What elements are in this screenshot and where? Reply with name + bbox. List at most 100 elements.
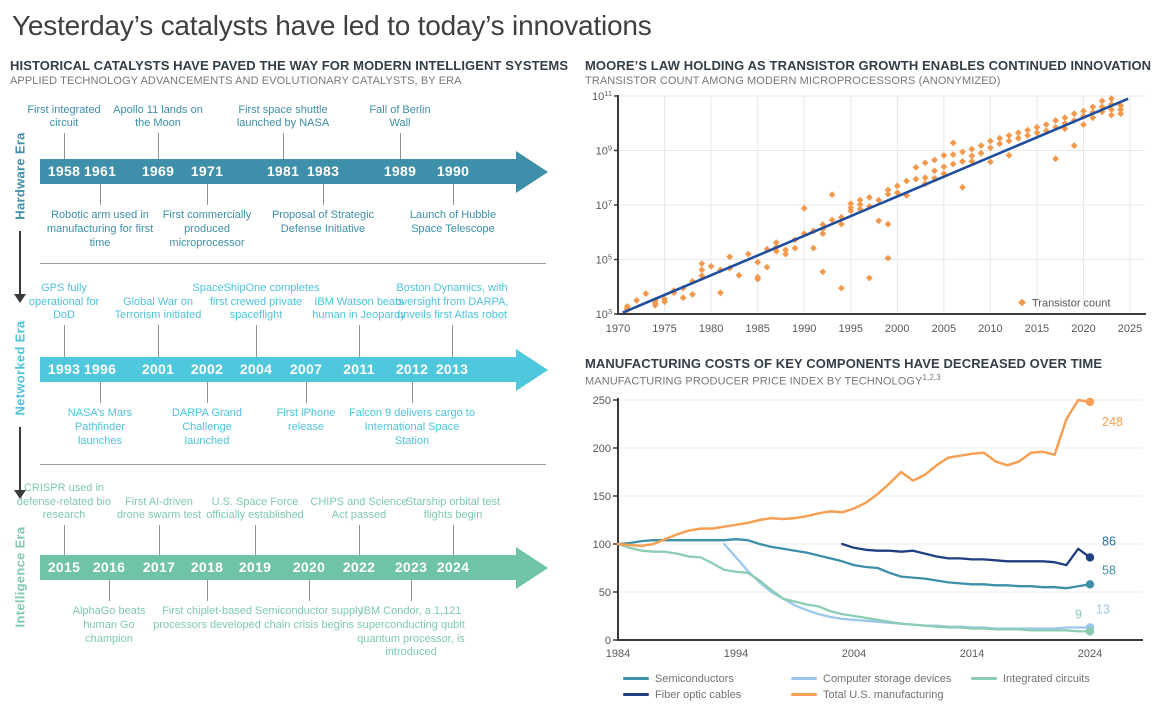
- connector-line: [283, 133, 284, 159]
- scatter-chart-subheading: TRANSISTOR COUNT AMONG MODERN MICROPROCE…: [585, 75, 1001, 87]
- timeline-year: 2004: [239, 361, 273, 377]
- connector-line: [64, 525, 65, 555]
- series-line: [616, 542, 1092, 633]
- connector-line: [412, 382, 413, 403]
- timeline-panel: HISTORICAL CATALYSTS HAVE PAVED THE WAY …: [10, 54, 570, 711]
- timeline-event: First chiplet-based processors developed: [153, 605, 261, 631]
- connector-line: [309, 580, 310, 601]
- timeline-event: Fall of Berlin Wall: [369, 103, 431, 130]
- connector-line: [64, 133, 65, 159]
- series-end-dot: [1085, 626, 1095, 636]
- trend-line: [622, 97, 1129, 314]
- timeline-event: IBM Watson beats human in Jeopardy: [312, 295, 406, 322]
- ppi-chart-block: MANUFACTURING COSTS OF KEY COMPONENTS HA…: [585, 356, 1155, 701]
- legend-swatch-icon: [791, 677, 817, 681]
- y-tick-label: 105: [596, 253, 612, 267]
- connector-line: [207, 580, 208, 601]
- timeline-year: 2022: [342, 559, 376, 575]
- timeline-event: Proposal of Strategic Defense Initiative: [271, 209, 375, 235]
- y-tick-label: 103: [596, 307, 612, 321]
- x-tick-label: 2014: [960, 648, 984, 660]
- down-arrow-icon: [19, 427, 21, 491]
- legend-swatch-icon: [971, 677, 997, 681]
- timeline-year: 2023: [394, 559, 428, 575]
- timeline-year: 2024: [436, 559, 470, 575]
- connector-line: [207, 184, 208, 205]
- page-title: Yesterday’s catalysts have led to today’…: [12, 10, 652, 41]
- series-end-label: 86: [1102, 534, 1116, 548]
- y-tick-label: 109: [596, 144, 612, 158]
- timeline-event: U.S. Space Force officially established: [206, 495, 304, 522]
- timeline-event: First space shuttle launched by NASA: [236, 103, 330, 130]
- connector-line: [158, 133, 159, 159]
- series-end-dot: [1085, 579, 1095, 589]
- timeline-year: 1990: [436, 163, 470, 179]
- line-chart-heading: MANUFACTURING COSTS OF KEY COMPONENTS HA…: [585, 356, 1103, 371]
- timeline-arrow: [40, 159, 516, 184]
- connector-line: [64, 325, 65, 357]
- legend-label: Semiconductors: [655, 672, 734, 685]
- connector-line: [256, 325, 257, 357]
- y-tick-label: 250: [593, 395, 611, 407]
- timeline-event: First commercially produced microprocess…: [162, 209, 252, 249]
- connector-line: [109, 580, 110, 601]
- legend-label: Total U.S. manufacturing: [823, 688, 944, 701]
- connector-line: [411, 580, 412, 601]
- legend-label: Computer storage devices: [823, 672, 952, 685]
- timeline-arrow: [40, 357, 516, 382]
- timeline-year: 1961: [83, 163, 117, 179]
- connector-line: [306, 382, 307, 403]
- legend-label: Fiber optic cables: [655, 688, 742, 701]
- series-line: [841, 542, 1092, 566]
- x-tick-label: 1970: [606, 323, 630, 335]
- era-label: Hardware Era: [12, 132, 28, 220]
- legend-item: Integrated circuits: [971, 673, 1155, 685]
- content-columns: HISTORICAL CATALYSTS HAVE PAVED THE WAY …: [10, 54, 1155, 711]
- era-timeline: Hardware Era 1958 1961 1969 1971 1981 1983 1989…: [10, 93, 570, 704]
- timeline-year: 1989: [383, 163, 417, 179]
- timeline-event: AlphaGo beats human Go champion: [72, 605, 146, 645]
- era-divider: [40, 464, 546, 465]
- legend-item: Computer storage devices: [791, 673, 971, 685]
- timeline-event: CHIPS and Science Act passed: [310, 495, 408, 522]
- legend-swatch-icon: [623, 677, 649, 681]
- timeline-year: 2001: [141, 361, 175, 377]
- timeline-year: 2018: [190, 559, 224, 575]
- timeline-year: 1983: [306, 163, 340, 179]
- x-tick-label: 2025: [1118, 323, 1142, 335]
- legend-row: Semiconductors Computer storage devices In…: [623, 673, 1155, 685]
- timeline-year: 1993: [47, 361, 81, 377]
- x-tick-label: 2015: [1025, 323, 1049, 335]
- timeline-event: Starship orbital test flights begin: [405, 495, 501, 522]
- series-end-dot: [1085, 397, 1095, 406]
- timeline-year: 2017: [142, 559, 176, 575]
- x-tick-label: 2010: [978, 323, 1002, 335]
- timeline-event: GPS fully operational for DoD: [28, 281, 100, 322]
- connector-line: [158, 325, 159, 357]
- timeline-event: Semiconductor supply chain crisis begins: [254, 605, 364, 631]
- connector-line: [255, 525, 256, 555]
- legend-item: Semiconductors: [623, 673, 791, 685]
- connector-line: [323, 184, 324, 205]
- legend-diamond-icon: [1018, 298, 1026, 307]
- timeline-year: 1969: [141, 163, 175, 179]
- ppi-line-chart: 0 50 100 150 200 250 1984 1994 2004 2014 2024 13 9 58…: [593, 395, 1143, 660]
- connector-line: [453, 184, 454, 205]
- y-tick-label: 150: [593, 491, 611, 503]
- y-tick-label: 50: [599, 587, 611, 599]
- era-divider: [40, 263, 546, 264]
- transistor-scatter-chart: 103 105 107 109 1011 1970 1975 1980 1985 1990 1995…: [592, 89, 1146, 335]
- y-tick-label: 100: [593, 539, 611, 551]
- x-tick-label: 2005: [932, 323, 956, 335]
- timeline-event: Robotic arm used in manufacturing for fi…: [46, 209, 154, 249]
- x-tick-label: 2020: [1071, 323, 1095, 335]
- legend-swatch-icon: [791, 693, 817, 697]
- timeline-event: Launch of Hubble Space Telescope: [409, 209, 497, 235]
- down-arrow-icon: [14, 490, 26, 499]
- x-tick-label: 1990: [792, 323, 816, 335]
- era-label: Intelligence Era: [12, 526, 28, 628]
- timeline-year: 1958: [47, 163, 81, 179]
- x-tick-label: 2000: [885, 323, 909, 335]
- timeline-arrow-head: [516, 348, 548, 391]
